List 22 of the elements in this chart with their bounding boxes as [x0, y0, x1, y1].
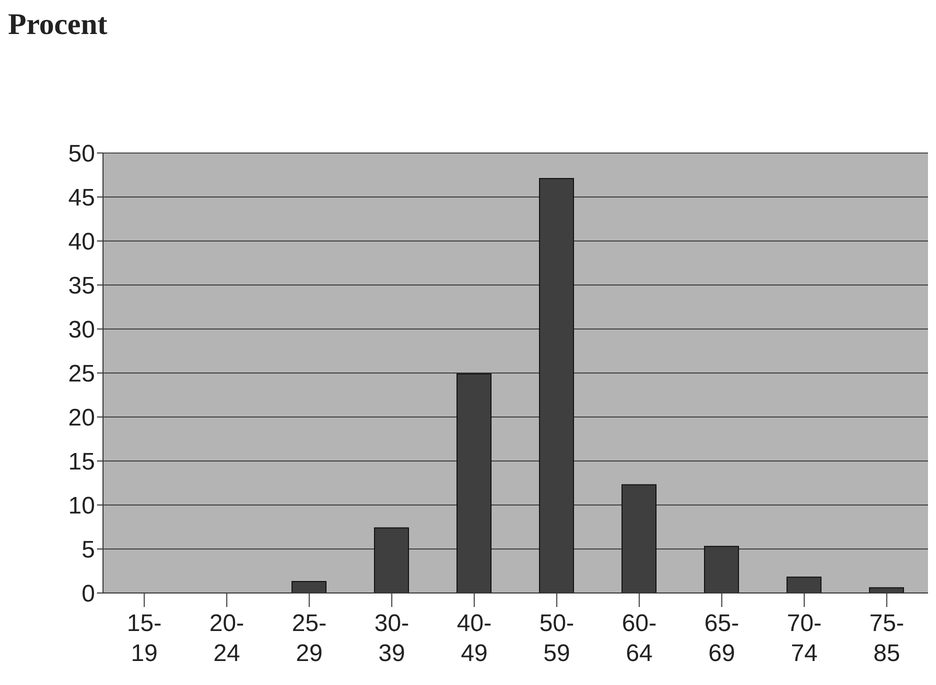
y-tick-label: 35: [68, 272, 95, 300]
x-tick-label: 20-24: [209, 610, 244, 667]
x-tick-label: 60-64: [622, 610, 657, 667]
x-tick-label: 40-49: [456, 610, 492, 667]
x-tick-label: 30-39: [374, 610, 410, 667]
y-tick-label: 5: [82, 536, 95, 564]
x-tick-label: 25-29: [292, 610, 327, 667]
y-tick-label: 10: [68, 492, 95, 520]
y-tick-label: 45: [68, 184, 95, 212]
y-tick-label: 25: [68, 360, 95, 388]
x-tick-label: 65-69: [704, 610, 740, 667]
y-tick-label: 50: [68, 140, 95, 168]
y-tick-label: 20: [68, 404, 95, 432]
chart-title: Procent: [8, 8, 108, 42]
y-tick-label: 30: [68, 316, 95, 344]
y-tick-label: 40: [68, 228, 95, 256]
x-tick-label: 50-59: [539, 610, 574, 667]
x-tick-label: 75-85: [869, 610, 904, 667]
y-tick-label: 0: [82, 580, 95, 608]
y-tick-label: 15: [68, 448, 95, 476]
x-tick-label: 70-74: [786, 610, 822, 667]
x-tick-label: 15-19: [126, 610, 162, 667]
